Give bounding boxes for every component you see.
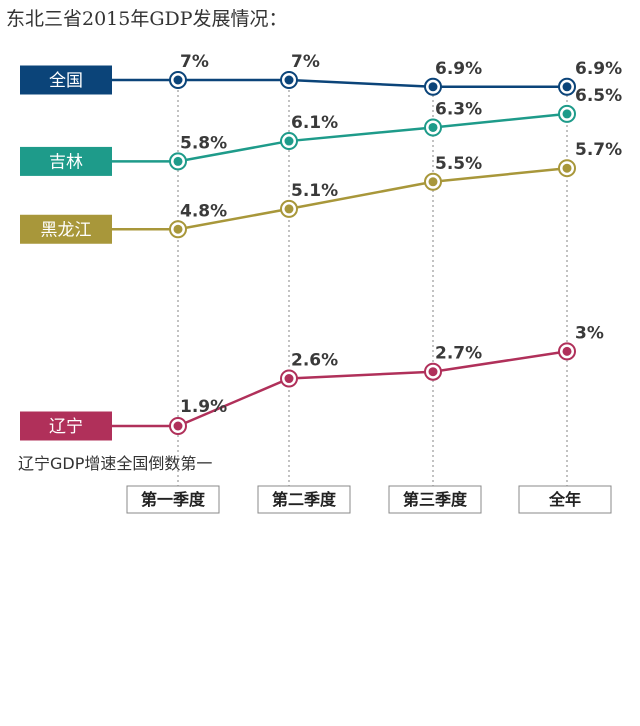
- value-label: 6.3%: [435, 99, 482, 119]
- data-point: [169, 152, 187, 171]
- series-label-box: [20, 411, 112, 441]
- value-label: 5.1%: [291, 181, 338, 201]
- series-label-box: [20, 146, 112, 176]
- data-point-dot: [173, 75, 183, 85]
- value-label: 5.7%: [575, 140, 622, 160]
- data-point: [424, 172, 442, 191]
- series-label-text: 吉林: [49, 152, 83, 172]
- data-point-dot: [562, 346, 572, 356]
- chart-title: 东北三省2015年GDP发展情况：: [6, 8, 288, 30]
- value-label: 2.6%: [291, 351, 338, 371]
- value-label: 1.9%: [180, 397, 227, 417]
- data-point: [280, 199, 298, 218]
- x-tick-box: [518, 485, 612, 514]
- category-guides: [177, 80, 568, 486]
- value-label: 4.8%: [180, 201, 227, 221]
- data-point-dot: [173, 421, 183, 431]
- series-label-3: 黑龙江: [20, 214, 112, 244]
- data-point: [558, 104, 576, 123]
- x-tick-2: 第二季度: [257, 485, 351, 514]
- series-label-box: [20, 214, 112, 244]
- x-tick-3: 第三季度: [388, 485, 482, 514]
- x-tick-label: 第一季度: [141, 490, 206, 509]
- data-point: [558, 159, 576, 178]
- data-point-dot: [428, 367, 438, 377]
- x-tick-label: 全年: [548, 490, 581, 509]
- data-point: [424, 362, 442, 381]
- data-point: [169, 71, 187, 89]
- data-point-dot: [284, 204, 294, 214]
- value-label: 6.1%: [291, 113, 338, 133]
- data-point-dot: [173, 156, 183, 166]
- series-label-2: 吉林: [20, 146, 112, 176]
- data-point-dot: [562, 163, 572, 173]
- value-label: 2.7%: [435, 344, 482, 364]
- data-point-dot: [173, 224, 183, 234]
- series-label-text: 黑龙江: [41, 220, 92, 240]
- data-point: [424, 118, 442, 137]
- data-point-dot: [428, 82, 438, 92]
- x-axis: 第一季度 第二季度 第三季度 全年: [126, 485, 612, 514]
- data-point-dot: [284, 136, 294, 146]
- data-point: [280, 132, 298, 151]
- data-point: [169, 220, 187, 239]
- value-label: 5.5%: [435, 154, 482, 174]
- value-labels: 7% 7% 6.9% 6.9% 5.8% 6.1% 6.3% 6.5% 4.8% 5.1% 5.5%…: [180, 52, 622, 417]
- data-point: [558, 342, 576, 361]
- series-lines: [112, 78, 568, 428]
- x-tick-1: 第一季度: [126, 485, 220, 514]
- data-point: [169, 417, 187, 435]
- data-point: [280, 369, 298, 388]
- data-point-dot: [562, 82, 572, 92]
- x-tick-box: [126, 485, 220, 514]
- series-label-text: 全国: [49, 71, 83, 91]
- data-point: [424, 77, 442, 96]
- series-label-text: 辽宁: [49, 417, 83, 437]
- series-label-1: 全国: [20, 65, 112, 95]
- value-label: 7%: [291, 52, 320, 72]
- series-label-box: [20, 65, 112, 95]
- x-tick-box: [257, 485, 351, 514]
- value-label: 5.8%: [180, 133, 227, 153]
- value-label: 6.5%: [575, 86, 622, 106]
- data-point-dot: [284, 374, 294, 384]
- value-label: 6.9%: [575, 59, 622, 79]
- data-point-dot: [284, 75, 294, 85]
- data-point-dot: [562, 109, 572, 119]
- series-label-4: 辽宁: [20, 411, 112, 441]
- x-tick-box: [388, 485, 482, 514]
- value-label: 3%: [575, 323, 604, 343]
- data-point-dot: [428, 122, 438, 132]
- data-point: [280, 71, 298, 89]
- data-points: [169, 71, 576, 435]
- x-tick-4: 全年: [518, 485, 612, 514]
- data-point: [558, 77, 576, 96]
- value-label: 6.9%: [435, 59, 482, 79]
- data-point-dot: [428, 177, 438, 187]
- x-tick-label: 第二季度: [272, 490, 337, 509]
- annotation-note: 辽宁GDP增速全国倒数第一: [18, 454, 212, 473]
- value-label: 7%: [180, 52, 209, 72]
- x-tick-label: 第三季度: [403, 490, 468, 509]
